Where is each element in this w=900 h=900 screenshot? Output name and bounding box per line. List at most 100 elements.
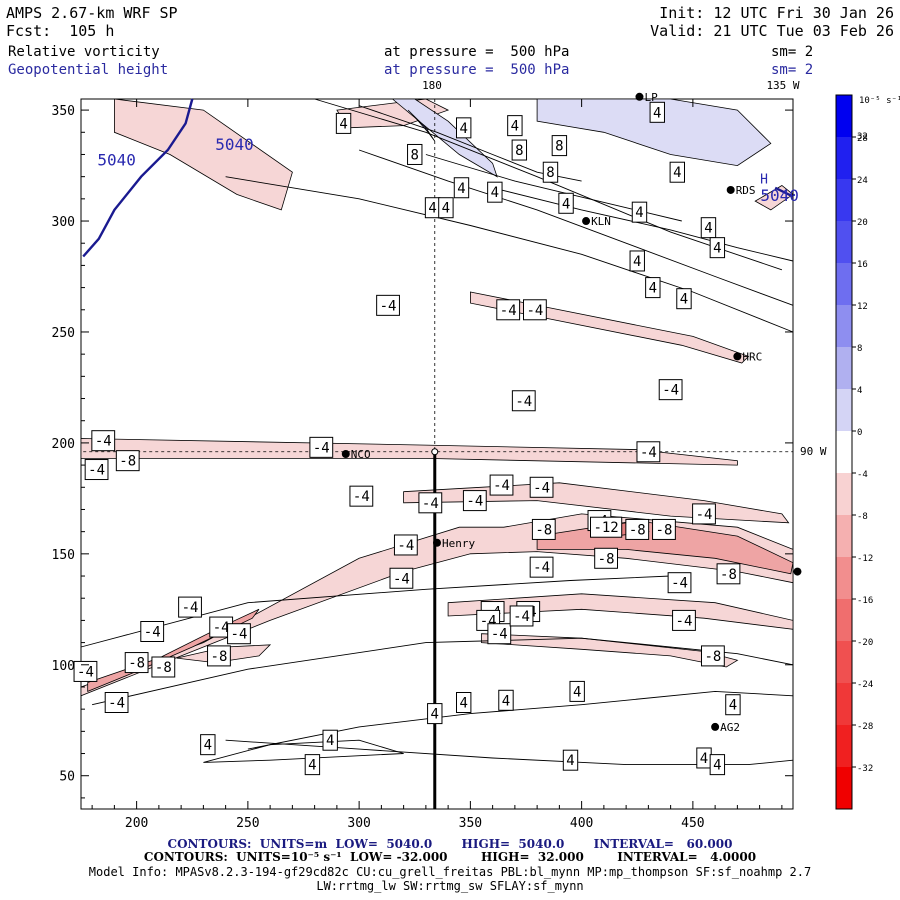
contour-label: -8 [211, 649, 228, 665]
contour-label: 4 [511, 119, 519, 135]
contour-label-box [709, 754, 726, 776]
contour-label: -4 [513, 609, 530, 625]
field1-name: Relative vorticity [8, 44, 160, 60]
contour-label: -8 [598, 551, 615, 567]
colorbar-tick-label: -4 [857, 470, 868, 480]
contour-label: -4 [182, 600, 199, 616]
x-tick-label: 300 [347, 816, 370, 831]
contour-label-box [496, 299, 521, 321]
contour-label: -4 [77, 664, 94, 680]
colorbar-tick-label: 24 [857, 176, 868, 186]
colorbar-tick-label: 16 [857, 260, 868, 270]
colorbar-swatch [836, 725, 852, 768]
vorticity-band [80, 513, 794, 697]
lon-label-180: 180 [422, 79, 442, 92]
contour-label-box [700, 217, 717, 239]
station-label: AG2 [720, 721, 740, 734]
x-tick-label: 400 [570, 816, 593, 831]
contour-label: 4 [633, 254, 641, 270]
vorticity-contour [314, 98, 783, 271]
colorbar-tick-label: 28 [857, 134, 868, 144]
contour-label-box [692, 503, 716, 525]
contour-label: -4 [671, 576, 688, 592]
contour-label-box [178, 596, 202, 618]
station-dot [635, 92, 644, 101]
model-title: AMPS 2.67-km WRF SP [6, 4, 178, 22]
field2-level: at pressure = 500 hPa [384, 62, 570, 78]
contour-label: 4 [457, 181, 465, 197]
colorbar-tick-label: -24 [857, 680, 873, 690]
height-contour-label: 5040 [215, 135, 254, 154]
contour-label: 4 [459, 121, 467, 137]
contour-label: 4 [680, 292, 688, 308]
height-contour-5040 [82, 98, 194, 258]
contour-label-box [716, 563, 741, 585]
contour-label-box [669, 161, 685, 183]
contour-label: -4 [353, 489, 370, 505]
colorbar-swatch [836, 557, 852, 600]
contour-label: -4 [231, 627, 248, 643]
contour-label: -8 [128, 656, 145, 672]
contour-label: 4 [653, 105, 661, 121]
contour-label: 4 [566, 753, 574, 769]
colorbar-swatch [836, 599, 852, 642]
colorbar-swatch [836, 473, 852, 516]
contour-label-box [636, 441, 661, 463]
lon-label-135w: 135 W [766, 79, 799, 92]
contour-label-box [594, 547, 619, 569]
contour-label-box [309, 436, 334, 458]
contour-label-box [487, 181, 503, 203]
contour-label-box [569, 680, 585, 702]
contour-label: 4 [459, 696, 467, 712]
height-contour-5040 [774, 186, 794, 198]
valid-time: Valid: 21 UTC Tue 03 Feb 26 [650, 22, 894, 40]
y-tick-label: 100 [52, 659, 75, 674]
contour-label: 8 [411, 147, 419, 163]
contour-label-box [529, 556, 554, 578]
colorbar-frame [835, 94, 853, 810]
contour-label: 4 [713, 241, 721, 257]
colorbar-swatch [836, 767, 852, 810]
contour-label: -4 [108, 696, 125, 712]
colorbar-swatch [836, 515, 852, 558]
contour-label: -4 [144, 625, 161, 641]
contour-label: -4 [313, 440, 330, 456]
contour-label: -4 [526, 303, 543, 319]
init-time: Init: 12 UTC Fri 30 Jan 26 [659, 4, 894, 22]
contour-label: -4 [662, 383, 679, 399]
contour-label-box [558, 192, 574, 214]
contour-label-box [140, 621, 165, 642]
contour-label-box [709, 237, 726, 259]
forecast-hour: Fcst: 105 h [6, 22, 115, 40]
x-tick-label: 350 [459, 816, 482, 831]
y-tick-label: 200 [52, 437, 75, 452]
colorbar-tick-label: 20 [857, 218, 868, 228]
contour-label: -4 [213, 620, 230, 636]
vorticity-band [407, 109, 436, 142]
vorticity-contour [492, 187, 794, 262]
contour-label-box [511, 139, 528, 161]
contour-label: 4 [649, 281, 657, 297]
station-dot [793, 567, 802, 576]
contour-label: 4 [704, 221, 712, 237]
contour-label: -4 [533, 480, 550, 496]
contour-label: 4 [308, 758, 316, 774]
contour-label: 4 [573, 684, 581, 700]
contour-label: -4 [676, 613, 693, 629]
contour-label: 4 [491, 185, 499, 201]
station-dot [341, 450, 350, 458]
station-dot [726, 185, 735, 194]
cross-section-endpoint [431, 448, 439, 456]
contour-label: -8 [720, 567, 737, 583]
y-tick-label: 150 [52, 548, 75, 563]
contour-label-box [507, 115, 523, 137]
contour-label: -8 [119, 454, 136, 470]
contour-label-box [151, 656, 176, 678]
field2-name: Geopotential height [8, 62, 169, 78]
contour-label: -4 [422, 496, 439, 512]
colorbar-swatch [836, 683, 852, 726]
contour-label-box [91, 430, 116, 452]
station-label: KLN [591, 215, 611, 228]
colorbar-swatch [836, 347, 852, 390]
